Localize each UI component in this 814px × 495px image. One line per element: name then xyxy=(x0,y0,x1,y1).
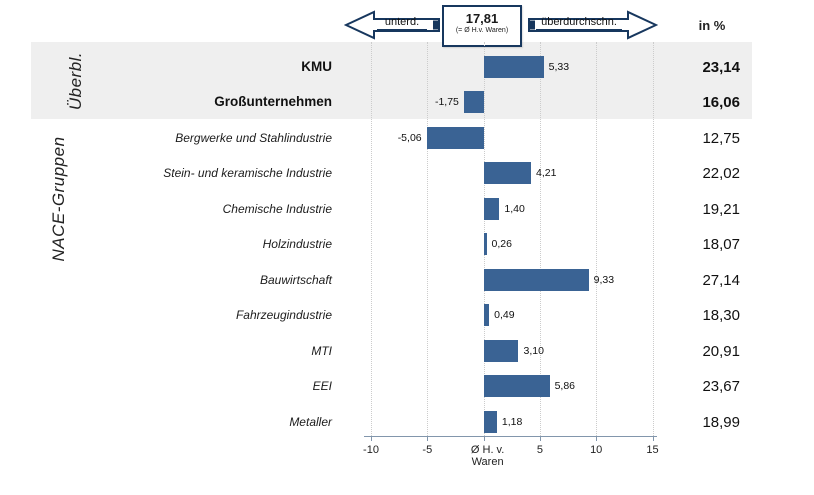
gridline xyxy=(371,42,372,436)
bar xyxy=(483,304,490,327)
x-axis-tick xyxy=(596,437,598,441)
above-average-label: überdurchschn. xyxy=(536,16,622,31)
x-axis-tick xyxy=(427,437,429,441)
gridline xyxy=(427,42,429,436)
category-label: MTI xyxy=(311,343,332,358)
category-label: Chemische Industrie xyxy=(222,201,332,216)
above-average-arrow: überdurchschn. xyxy=(527,10,658,40)
category-label: Holzindustrie xyxy=(262,237,332,252)
bar xyxy=(483,56,544,78)
category-label: Metaller xyxy=(289,414,332,429)
bar xyxy=(483,410,497,433)
section-label-overview: Überbl. xyxy=(66,51,85,111)
bar-value-label: -1,75 xyxy=(434,96,459,109)
category-label: Bergwerke und Stahlindustrie xyxy=(175,130,332,145)
tick-label-line1: -10 xyxy=(363,444,379,456)
gridline xyxy=(539,42,541,436)
bar-value-label: 0,49 xyxy=(494,309,515,322)
x-axis-tick-label: Ø H. v. Waren xyxy=(471,444,504,468)
bar xyxy=(463,91,484,114)
percent-value: 27,14 xyxy=(702,271,740,289)
mean-value-box: 17,81 (= Ø H.v. Waren) xyxy=(442,5,522,47)
bar-value-label: 1,40 xyxy=(504,202,525,215)
category-label: EEI xyxy=(312,379,332,394)
x-axis-tick-label: -10 xyxy=(363,444,379,456)
bar-value-label: -5,06 xyxy=(397,131,422,144)
gridline xyxy=(596,42,598,436)
bar xyxy=(483,197,500,220)
bar xyxy=(426,126,484,149)
x-axis-tick-label: 15 xyxy=(646,444,658,456)
bar-value-label: 4,21 xyxy=(536,167,557,180)
percent-value: 19,21 xyxy=(702,200,740,218)
mean-caption: (= Ø H.v. Waren) xyxy=(455,27,509,34)
tick-label-line1: -5 xyxy=(422,444,433,456)
percent-value: 12,75 xyxy=(702,129,740,147)
bar xyxy=(483,339,519,362)
tick-label-line1: 10 xyxy=(590,444,603,456)
bar xyxy=(483,233,487,256)
tick-label-line1: Ø H. v. xyxy=(470,444,505,456)
category-label: Bauwirtschaft xyxy=(259,272,332,287)
bar-value-label: 3,10 xyxy=(523,344,544,357)
percent-value: 23,14 xyxy=(702,59,740,76)
x-axis-tick-label: -5 xyxy=(422,444,432,456)
percent-value: 16,06 xyxy=(702,94,740,112)
x-axis-tick xyxy=(483,437,485,441)
percent-value: 23,67 xyxy=(702,378,740,396)
percent-value: 18,30 xyxy=(702,307,740,325)
percent-value: 20,91 xyxy=(702,342,740,360)
below-average-label: unterd. xyxy=(377,16,427,31)
bar-value-label: 0,26 xyxy=(491,238,512,251)
below-average-arrow: unterd. xyxy=(344,10,441,40)
tick-label-line1: 5 xyxy=(536,444,543,456)
tick-label-line1: 15 xyxy=(646,444,659,456)
bar xyxy=(483,268,589,291)
bar-value-label: 5,33 xyxy=(548,61,570,73)
bar xyxy=(483,375,550,398)
bar-value-label: 9,33 xyxy=(593,273,615,286)
unit-header: in % xyxy=(698,18,726,33)
section-label-nace: NACE-Gruppen xyxy=(49,136,68,262)
mean-value: 17,81 xyxy=(465,11,499,26)
percent-value: 18,99 xyxy=(702,413,740,431)
category-label: Stein- und keramische Industrie xyxy=(163,166,332,181)
right-arrow-icon xyxy=(528,10,658,40)
bar xyxy=(483,162,531,185)
percent-value: 18,07 xyxy=(702,236,740,254)
x-axis-tick xyxy=(539,437,541,441)
left-arrow-icon xyxy=(344,10,440,40)
overview-highlight-band xyxy=(31,42,752,119)
bar-value-label: 1,18 xyxy=(501,415,523,428)
category-label: Fahrzeugindustrie xyxy=(235,308,332,323)
x-axis-tick xyxy=(652,437,654,441)
gridline xyxy=(652,42,654,436)
x-axis-line xyxy=(364,436,657,437)
category-label: KMU xyxy=(301,59,332,74)
x-axis-tick-label: 10 xyxy=(590,444,602,456)
x-axis-tick-label: 5 xyxy=(537,444,543,456)
category-label: Großunternehmen xyxy=(214,94,332,110)
tick-label-line2: Waren xyxy=(471,456,504,468)
percent-value: 22,02 xyxy=(702,165,740,183)
x-axis-tick xyxy=(371,437,372,441)
bar-value-label: 5,86 xyxy=(554,380,576,393)
